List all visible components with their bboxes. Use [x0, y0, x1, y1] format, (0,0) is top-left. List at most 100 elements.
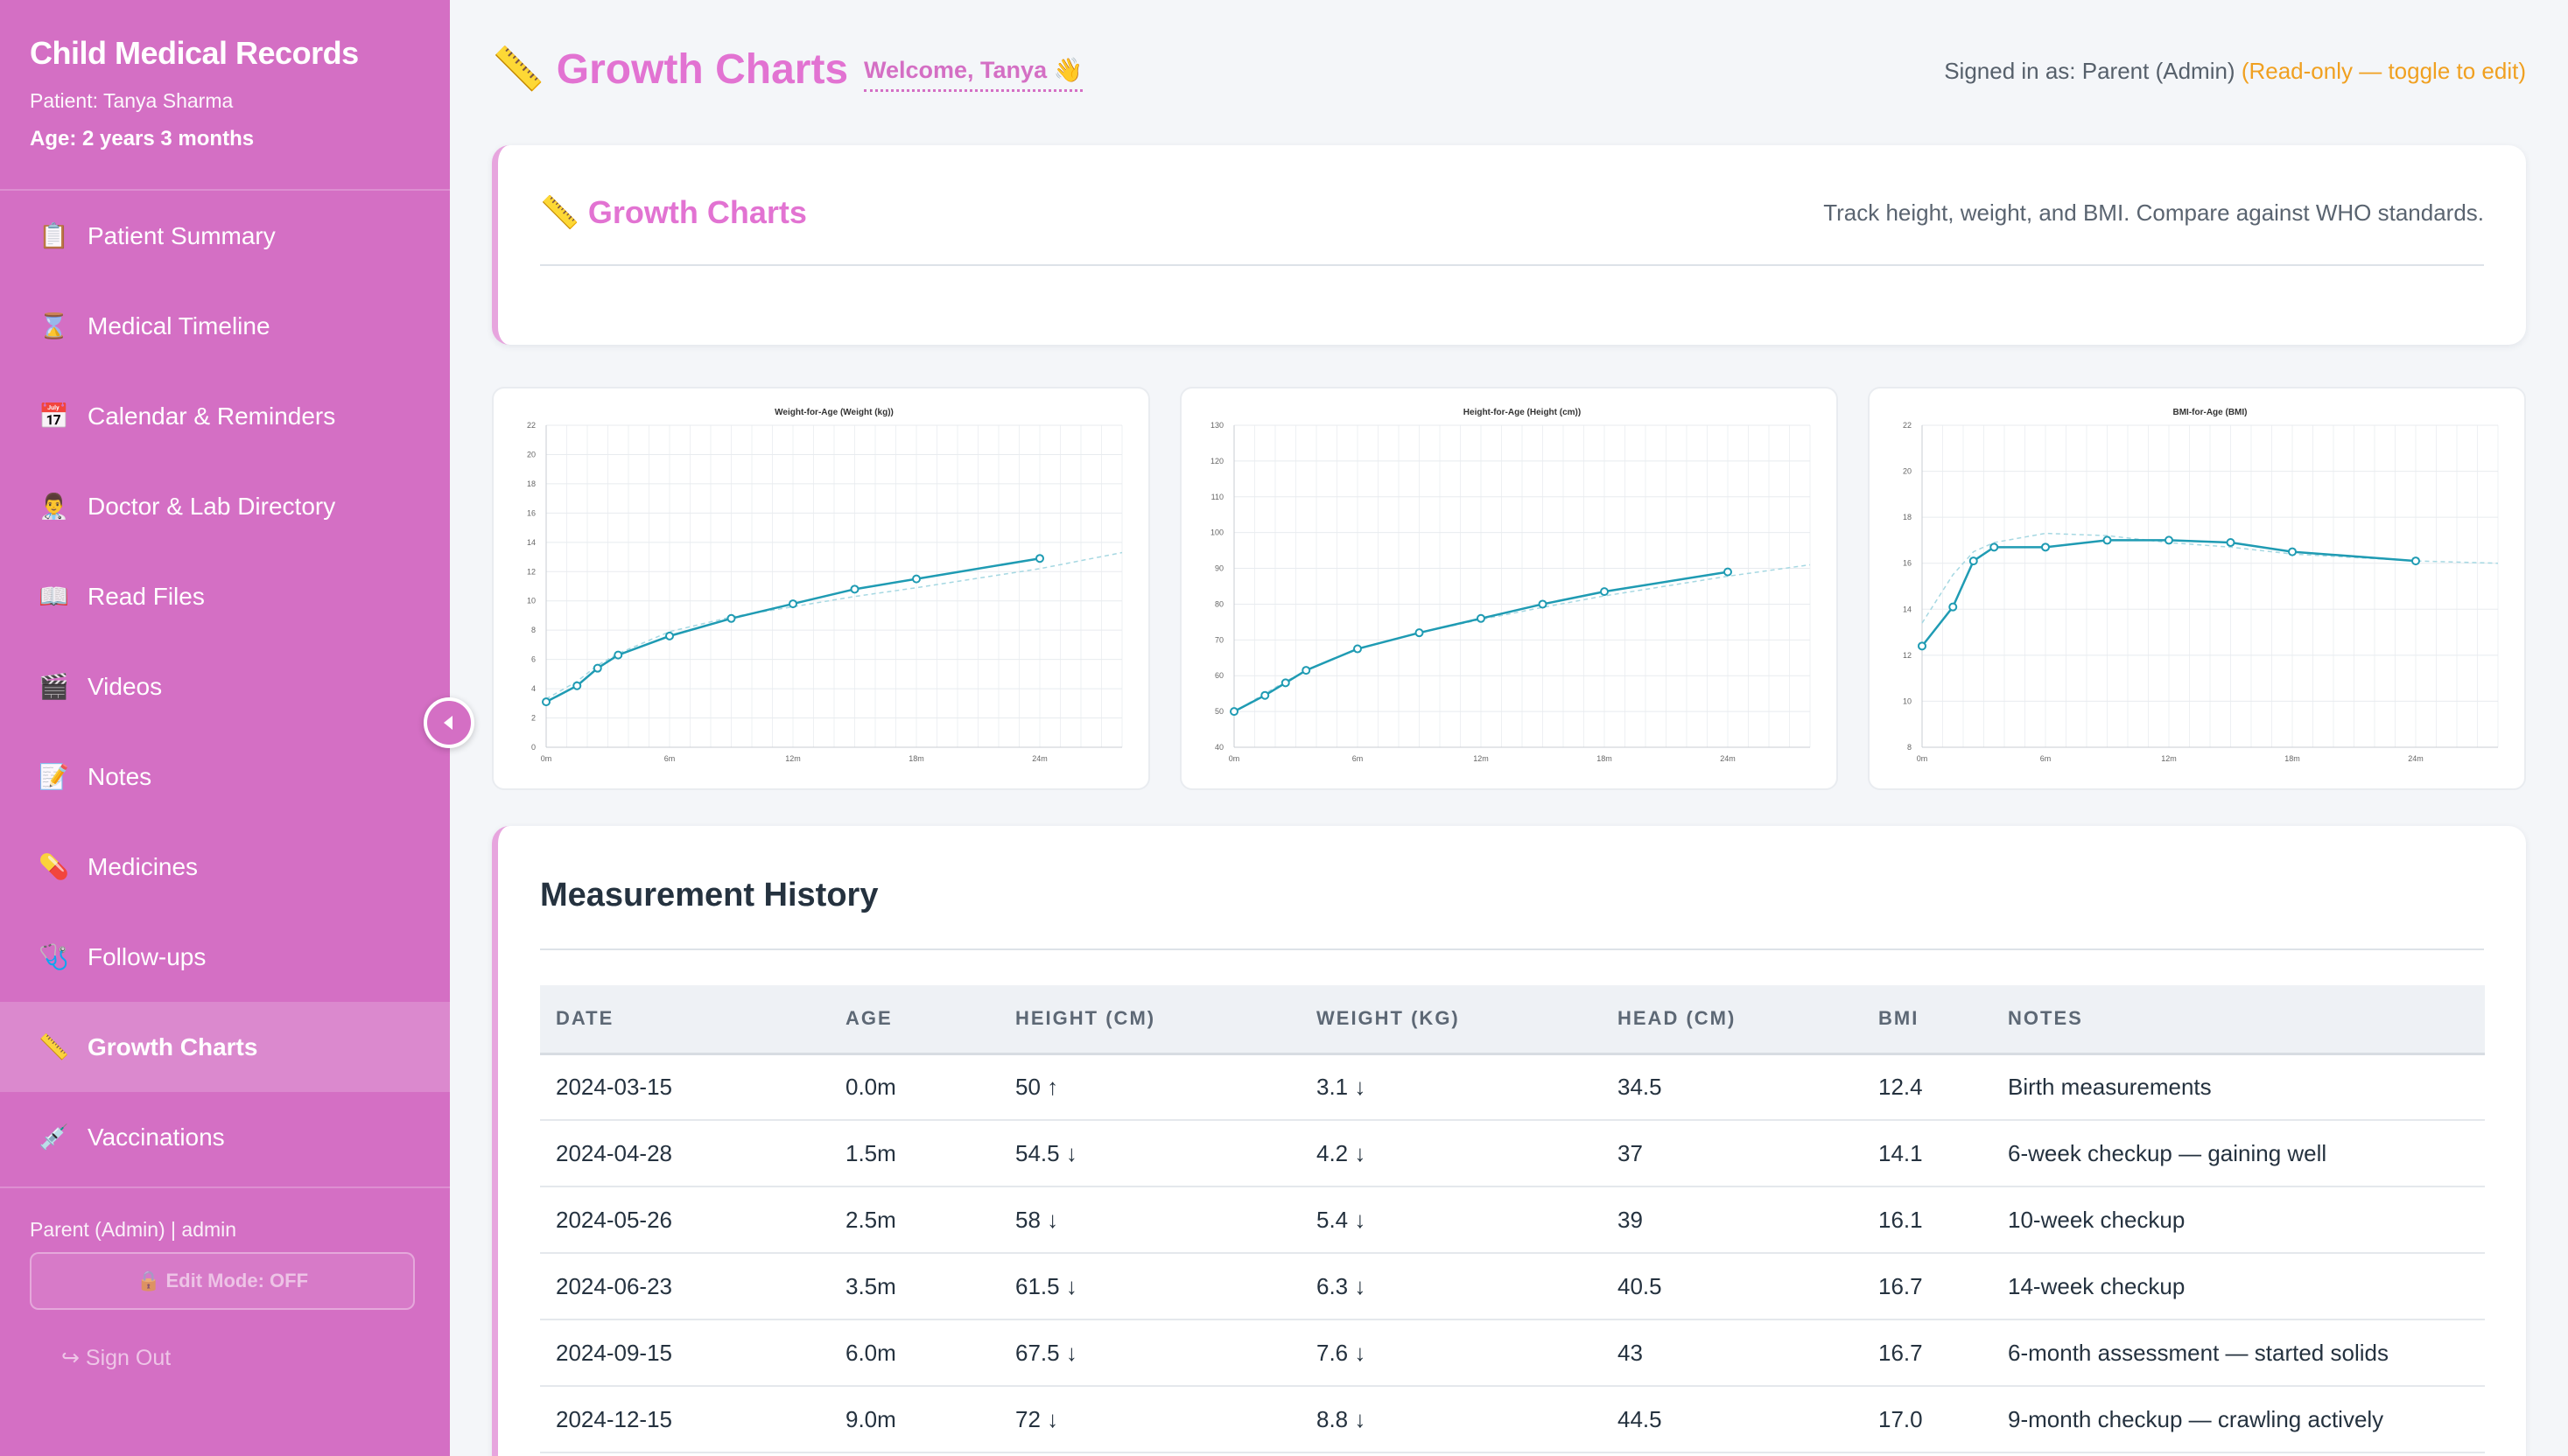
x-tick-label: 6m: [664, 754, 676, 763]
read-only-toggle[interactable]: (Read-only — toggle to edit): [2241, 58, 2526, 84]
sidebar-item-videos[interactable]: 🎬 Videos: [0, 641, 450, 732]
x-tick-label: 24m: [1032, 754, 1048, 763]
sidebar-item-label: Medical Timeline: [88, 312, 270, 340]
history-title: Measurement History: [540, 877, 879, 914]
sidebar-item-growth-charts[interactable]: 📏 Growth Charts: [0, 1002, 450, 1092]
column-header: NOTES: [1992, 985, 2485, 1055]
y-tick-label: 70: [1215, 635, 1224, 644]
data-point: [1230, 707, 1238, 717]
sidebar-item-calendar-reminders[interactable]: 📅 Calendar & Reminders: [0, 371, 450, 461]
sign-out-button[interactable]: ↪ Sign Out: [61, 1346, 172, 1370]
sidebar-footer: Parent (Admin) | admin 🔒 Edit Mode: OFF …: [0, 1186, 450, 1371]
patient-age: Age: 2 years 3 months: [30, 127, 255, 150]
sidebar-item-notes[interactable]: 📝 Notes: [0, 732, 450, 822]
y-tick-label: 130: [1210, 421, 1224, 430]
table-body: 2024-03-15 0.0m 50 ↑ 3.1 ↓ 34.5 12.4 Birth mea…: [540, 1054, 2485, 1453]
bmi-for-age-chart: BMI-for-Age (BMI) 8 10 12 14 16 18 20 22 0m 6m 12m 1…: [1903, 408, 2499, 763]
sidebar-item-vaccinations[interactable]: 💉 Vaccinations: [0, 1092, 450, 1182]
y-tick-label: 12: [1903, 651, 1912, 660]
y-tick-label: 16: [1903, 559, 1912, 568]
table-cell: 4.2 ↓: [1301, 1120, 1602, 1187]
table-cell: 16.7: [1863, 1253, 1992, 1320]
ruler-icon: 📏: [540, 194, 579, 230]
sidebar-item-follow-ups[interactable]: 🩺 Follow-ups: [0, 912, 450, 1002]
y-tick-label: 18: [527, 480, 536, 488]
sidebar-item-doctor-lab-directory[interactable]: 👨‍⚕️ Doctor & Lab Directory: [0, 461, 450, 551]
table-cell: 6.3 ↓: [1301, 1253, 1602, 1320]
videos-icon: 🎬: [39, 673, 69, 700]
calendar-reminders-icon: 📅: [39, 402, 69, 430]
measurement-history-card: Measurement History DATE AGE HEIGHT (CM) WE…: [492, 826, 2526, 1456]
y-tick-label: 8: [531, 626, 536, 634]
data-point: [1280, 678, 1290, 688]
medical-timeline-icon: ⌛: [39, 312, 69, 340]
sidebar-item-label: Medicines: [88, 852, 199, 880]
table-cell: 17.0: [1863, 1386, 1992, 1453]
table-cell: 9.0m: [830, 1386, 1000, 1453]
y-tick-label: 12: [527, 567, 536, 576]
ruler-icon: 📏: [492, 46, 544, 93]
table-cell: 7.6 ↓: [1301, 1320, 1602, 1387]
y-tick-label: 6: [531, 655, 536, 664]
table-cell: 2024-03-15: [540, 1054, 830, 1121]
y-tick-label: 110: [1211, 493, 1224, 501]
column-header: HEAD (CM): [1602, 985, 1863, 1055]
data-point: [572, 681, 582, 690]
top-bar: 📏 Growth Charts Welcome, Tanya 👋 Signed i…: [492, 42, 2526, 103]
y-tick-label: 14: [527, 538, 536, 547]
table-cell: 67.5 ↓: [1000, 1320, 1301, 1387]
series-line: [1921, 539, 2417, 648]
data-point: [850, 584, 860, 594]
section-description: Track height, weight, and BMI. Compare a…: [1823, 200, 2484, 226]
table-cell: 2024-06-23: [540, 1253, 830, 1320]
data-point: [1302, 666, 1311, 676]
column-header: WEIGHT (KG): [1301, 985, 1602, 1055]
table-cell: 34.5: [1602, 1054, 1863, 1121]
table-row: 2024-09-15 6.0m 67.5 ↓ 7.6 ↓ 43 16.7 6-month a…: [540, 1320, 2485, 1387]
growth-charts-icon: 📏: [39, 1033, 69, 1060]
bmi-chart-card: BMI-for-Age (BMI) 8 10 12 14 16 18 20 22 0m 6m 12m 1…: [1868, 387, 2526, 790]
x-tick-label: 6m: [2040, 754, 2052, 763]
table-cell: 2024-12-15: [540, 1386, 830, 1453]
table-cell: 72 ↓: [1000, 1386, 1301, 1453]
collapse-sidebar-button[interactable]: [424, 697, 474, 748]
table-cell: 5.4 ↓: [1301, 1186, 1602, 1254]
x-tick-label: 0m: [1917, 754, 1928, 763]
y-tick-label: 4: [531, 684, 536, 693]
y-tick-label: 22: [527, 421, 536, 430]
edit-mode-toggle-button[interactable]: 🔒 Edit Mode: OFF: [30, 1252, 415, 1310]
table-header-row: DATE AGE HEIGHT (CM) WEIGHT (KG) HEAD (CM) BM…: [540, 985, 2485, 1055]
divider: [540, 948, 2484, 950]
table-cell: 9-month checkup — crawling actively: [1992, 1386, 2485, 1453]
page-title-text: Growth Charts: [556, 46, 849, 93]
sidebar-item-label: Videos: [88, 672, 163, 700]
welcome-link[interactable]: Welcome, Tanya 👋: [864, 56, 1084, 92]
sidebar-item-label: Vaccinations: [88, 1123, 225, 1151]
chart-title: Height-for-Age (Height (cm)): [1463, 408, 1581, 417]
app-title: Child Medical Records: [30, 35, 359, 71]
sidebar-item-medical-timeline[interactable]: ⌛ Medical Timeline: [0, 281, 450, 371]
data-point: [614, 650, 623, 660]
y-tick-label: 50: [1215, 707, 1224, 716]
y-tick-label: 8: [1907, 743, 1912, 752]
data-point: [1477, 613, 1485, 623]
sidebar-item-read-files[interactable]: 📖 Read Files: [0, 551, 450, 641]
sidebar-item-medicines[interactable]: 💊 Medicines: [0, 822, 450, 912]
table-cell: 2.5m: [830, 1186, 1000, 1254]
divider: [540, 264, 2484, 266]
sidebar-item-label: Patient Summary: [88, 221, 276, 249]
patient-name: Patient: Tanya Sharma: [30, 89, 234, 112]
sidebar-item-label: Doctor & Lab Directory: [88, 492, 336, 520]
sidebar-item-label: Follow-ups: [88, 942, 207, 970]
data-point: [912, 574, 921, 584]
table-cell: 3.5m: [830, 1253, 1000, 1320]
data-point: [1538, 599, 1547, 609]
table-cell: 14-week checkup: [1992, 1253, 2485, 1320]
column-header: HEIGHT (CM): [1000, 985, 1301, 1055]
y-tick-label: 16: [527, 508, 536, 517]
x-tick-label: 0m: [541, 754, 552, 763]
measurement-table: DATE AGE HEIGHT (CM) WEIGHT (KG) HEAD (CM) BM…: [540, 985, 2485, 1453]
table-row: 2024-03-15 0.0m 50 ↑ 3.1 ↓ 34.5 12.4 Birth mea…: [540, 1054, 2485, 1121]
data-point: [593, 663, 602, 673]
sidebar-item-patient-summary[interactable]: 📋 Patient Summary: [0, 191, 450, 281]
